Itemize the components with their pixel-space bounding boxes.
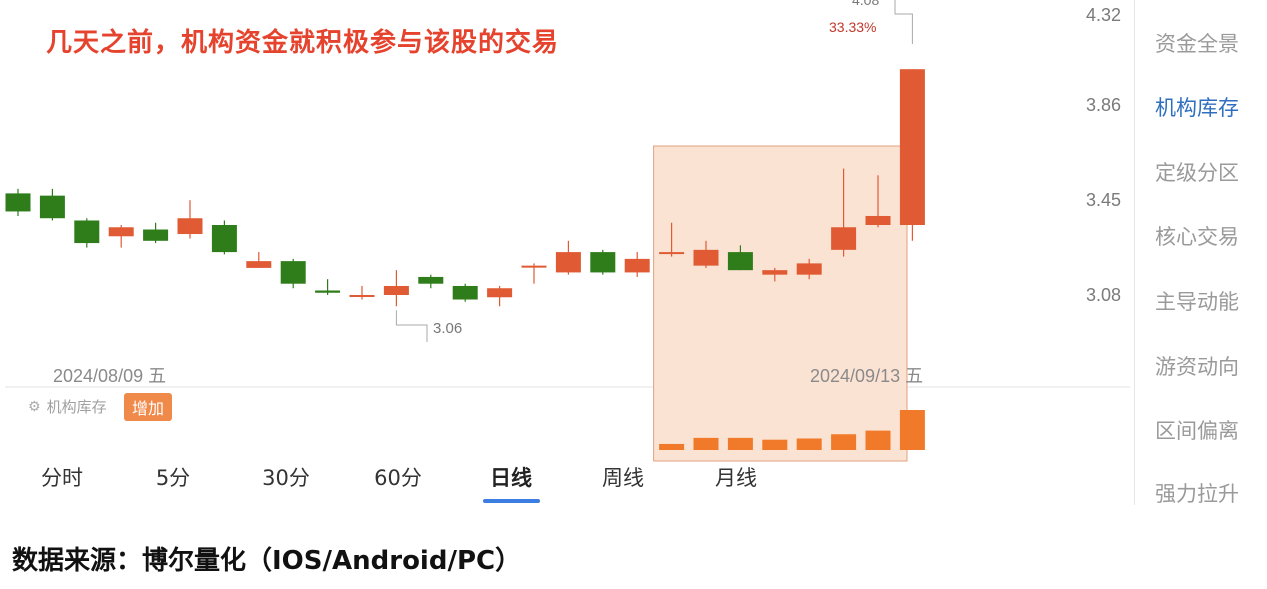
candle-body	[246, 261, 272, 268]
candle-body	[108, 227, 134, 237]
tab-weekly[interactable]: 周线	[602, 466, 644, 490]
candle-body	[624, 258, 650, 273]
candle-body	[280, 261, 306, 284]
volume-bar	[796, 438, 822, 450]
volume-bar	[693, 437, 719, 450]
side-menu: 资金全景 机构库存 定级分区 核心交易 主导动能 游资动向 区间偏离 强力拉升	[1134, 0, 1267, 505]
indicator-label: 机构库存	[46, 398, 107, 416]
candle-body	[865, 215, 891, 225]
candle-body	[315, 290, 341, 293]
candle	[899, 69, 925, 241]
tab-60min[interactable]: 60分	[374, 466, 422, 490]
high-pct-callout: 33.33%	[829, 19, 877, 35]
date-right: 2024/09/13 五	[810, 366, 924, 386]
candle	[5, 188, 31, 216]
low-price-callout: 3.06	[433, 320, 463, 337]
candle-body	[727, 252, 753, 271]
headline: 几天之前，机构资金就积极参与该股的交易	[46, 28, 560, 58]
indicator-selector[interactable]: ⚙ 机构库存	[28, 396, 107, 417]
date-left: 2024/08/09 五	[53, 366, 167, 386]
increase-badge: 增加	[124, 393, 173, 421]
side-item-core-trade[interactable]: 核心交易	[1155, 225, 1239, 249]
candle	[452, 283, 478, 302]
candle	[727, 245, 753, 271]
candle-body	[899, 69, 925, 226]
candle	[349, 285, 375, 300]
candle-body	[452, 285, 478, 300]
candle	[693, 240, 719, 268]
candle	[762, 267, 788, 282]
active-tab-underline	[483, 499, 540, 503]
side-item-momentum[interactable]: 主导动能	[1155, 290, 1239, 314]
side-item-fund-overview[interactable]: 资金全景	[1155, 32, 1239, 56]
high-value-callout: 4.08	[852, 0, 880, 8]
candle-body	[349, 295, 375, 297]
candle-body	[177, 218, 203, 235]
side-item-range-deviation[interactable]: 区间偏离	[1155, 419, 1239, 443]
highlight-box	[653, 145, 908, 462]
volume-bar	[727, 437, 753, 450]
candle-body	[5, 193, 31, 212]
candle	[383, 270, 409, 307]
candle	[659, 222, 685, 257]
side-item-rating-zone[interactable]: 定级分区	[1155, 161, 1239, 185]
candle-body	[831, 227, 857, 250]
price-label-3-86: 3.86	[1085, 95, 1121, 115]
price-label-4-32: 4.32	[1085, 5, 1121, 25]
candle-body	[211, 225, 237, 253]
candlestick-chart	[5, 0, 1130, 462]
gear-icon: ⚙	[28, 398, 41, 415]
candle	[796, 258, 822, 280]
candle	[143, 222, 169, 244]
candle	[418, 274, 444, 289]
candle-body	[659, 252, 685, 255]
candle-body	[590, 252, 616, 273]
candle	[624, 252, 650, 277]
high-leader-line	[894, 0, 913, 44]
candle-body	[383, 285, 409, 295]
candle	[246, 252, 272, 268]
tab-minute[interactable]: 分时	[41, 466, 83, 490]
candle	[280, 258, 306, 289]
candle	[590, 249, 616, 275]
price-label-3-45: 3.45	[1085, 190, 1121, 210]
candle	[211, 220, 237, 255]
volume-bar	[831, 434, 857, 450]
candle	[555, 240, 581, 275]
candle	[39, 188, 65, 221]
candle	[487, 285, 513, 307]
candle	[521, 263, 547, 284]
volume-bar	[865, 430, 891, 450]
period-tabs: 分时 5分 30分 60分 日线 周线 月线	[0, 462, 860, 503]
price-label-3-08: 3.08	[1085, 285, 1121, 305]
volume-bar	[659, 443, 685, 450]
tab-daily[interactable]: 日线	[490, 466, 532, 490]
tab-30min[interactable]: 30分	[262, 466, 310, 490]
low-leader-line	[395, 310, 428, 342]
tab-monthly[interactable]: 月线	[715, 466, 757, 490]
volume-bar	[899, 410, 925, 450]
candle-body	[418, 276, 444, 284]
candle	[74, 218, 100, 248]
candle-body	[143, 229, 169, 241]
side-item-strong-pull[interactable]: 强力拉升	[1155, 482, 1239, 505]
volume-bar	[762, 439, 788, 450]
tab-5min[interactable]: 5分	[155, 466, 191, 490]
candle	[108, 225, 134, 248]
candle	[315, 279, 341, 295]
candle-body	[555, 252, 581, 273]
candle-body	[762, 270, 788, 275]
candle-body	[796, 263, 822, 275]
candle	[177, 200, 203, 239]
candle-body	[74, 220, 100, 244]
candle-body	[487, 288, 513, 298]
candle	[831, 168, 857, 257]
candle-body	[39, 195, 65, 219]
candle-body	[693, 249, 719, 266]
candle	[865, 175, 891, 228]
data-source: 数据来源：博尔量化（IOS/Android/PC）	[12, 546, 522, 576]
side-item-institution-inventory[interactable]: 机构库存	[1155, 96, 1239, 120]
candle-body	[521, 265, 547, 268]
side-item-hot-money[interactable]: 游资动向	[1155, 355, 1239, 379]
